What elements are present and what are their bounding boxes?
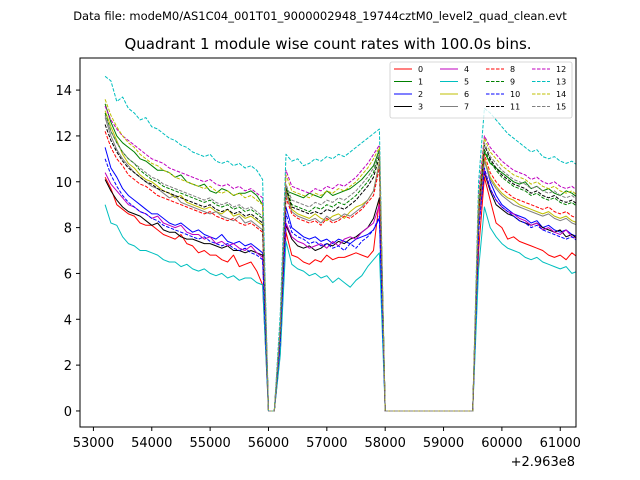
legend-label-14: 14: [556, 90, 566, 99]
y-axis: 0 2 4 6 8 10 12 14: [55, 84, 80, 420]
series-line-9: [104, 112, 576, 412]
series-line-8: [104, 131, 576, 412]
legend-label-5: 5: [464, 78, 469, 87]
chart-title: Quadrant 1 module wise count rates with …: [124, 35, 531, 53]
x-axis: 53000 54000 55000 56000 57000 58000 59000 60000…: [73, 427, 581, 451]
y-tick-label: 0: [64, 405, 72, 420]
series-line-12: [104, 105, 576, 412]
x-tick-label: 60000: [481, 436, 522, 451]
plot-frame: [79, 57, 577, 428]
legend-label-1: 1: [418, 78, 423, 87]
series-line-14: [104, 99, 576, 412]
y-tick-label: 12: [55, 130, 72, 145]
legend-label-7: 7: [464, 103, 469, 112]
series-line-13: [104, 75, 576, 412]
y-tick-label: 10: [55, 176, 72, 191]
x-tick-label: 57000: [306, 436, 347, 451]
legend-label-15: 15: [556, 103, 566, 112]
legend-label-3: 3: [418, 103, 423, 112]
x-tick-label: 59000: [423, 436, 464, 451]
legend-label-0: 0: [418, 65, 423, 74]
legend-label-11: 11: [510, 103, 520, 112]
series-layer: [104, 75, 576, 412]
legend-label-6: 6: [464, 90, 469, 99]
series-line-5: [104, 204, 576, 412]
x-tick-label: 58000: [365, 436, 406, 451]
series-line-4: [104, 169, 576, 412]
legend-label-8: 8: [510, 65, 515, 74]
series-line-2: [104, 147, 576, 412]
legend-label-10: 10: [510, 90, 520, 99]
series-line-11: [104, 124, 576, 412]
legend-label-12: 12: [556, 65, 566, 74]
series-line-1: [104, 103, 576, 412]
y-tick-label: 6: [64, 267, 72, 282]
legend-label-13: 13: [556, 78, 566, 87]
y-tick-label: 8: [64, 222, 72, 237]
series-line-10: [104, 158, 576, 412]
y-tick-label: 4: [64, 313, 72, 328]
legend-label-4: 4: [464, 65, 469, 74]
series-line-15: [104, 115, 576, 412]
y-tick-label: 2: [64, 359, 72, 374]
legend-label-2: 2: [418, 90, 423, 99]
x-tick-label: 56000: [248, 436, 289, 451]
series-line-0: [104, 176, 576, 412]
series-line-6: [104, 110, 576, 412]
x-tick-label: 55000: [189, 436, 230, 451]
x-tick-label: 53000: [73, 436, 114, 451]
y-tick-label: 14: [55, 84, 72, 99]
chart-suptitle: Data file: modeM0/AS1C04_001T01_90000029…: [73, 9, 567, 23]
legend-box: [389, 61, 573, 119]
x-offset-label: +2.963e8: [511, 455, 575, 470]
x-tick-label: 54000: [131, 436, 172, 451]
series-line-3: [104, 172, 576, 412]
series-line-7: [104, 117, 576, 412]
legend-label-9: 9: [510, 78, 515, 87]
x-tick-label: 61000: [540, 436, 581, 451]
